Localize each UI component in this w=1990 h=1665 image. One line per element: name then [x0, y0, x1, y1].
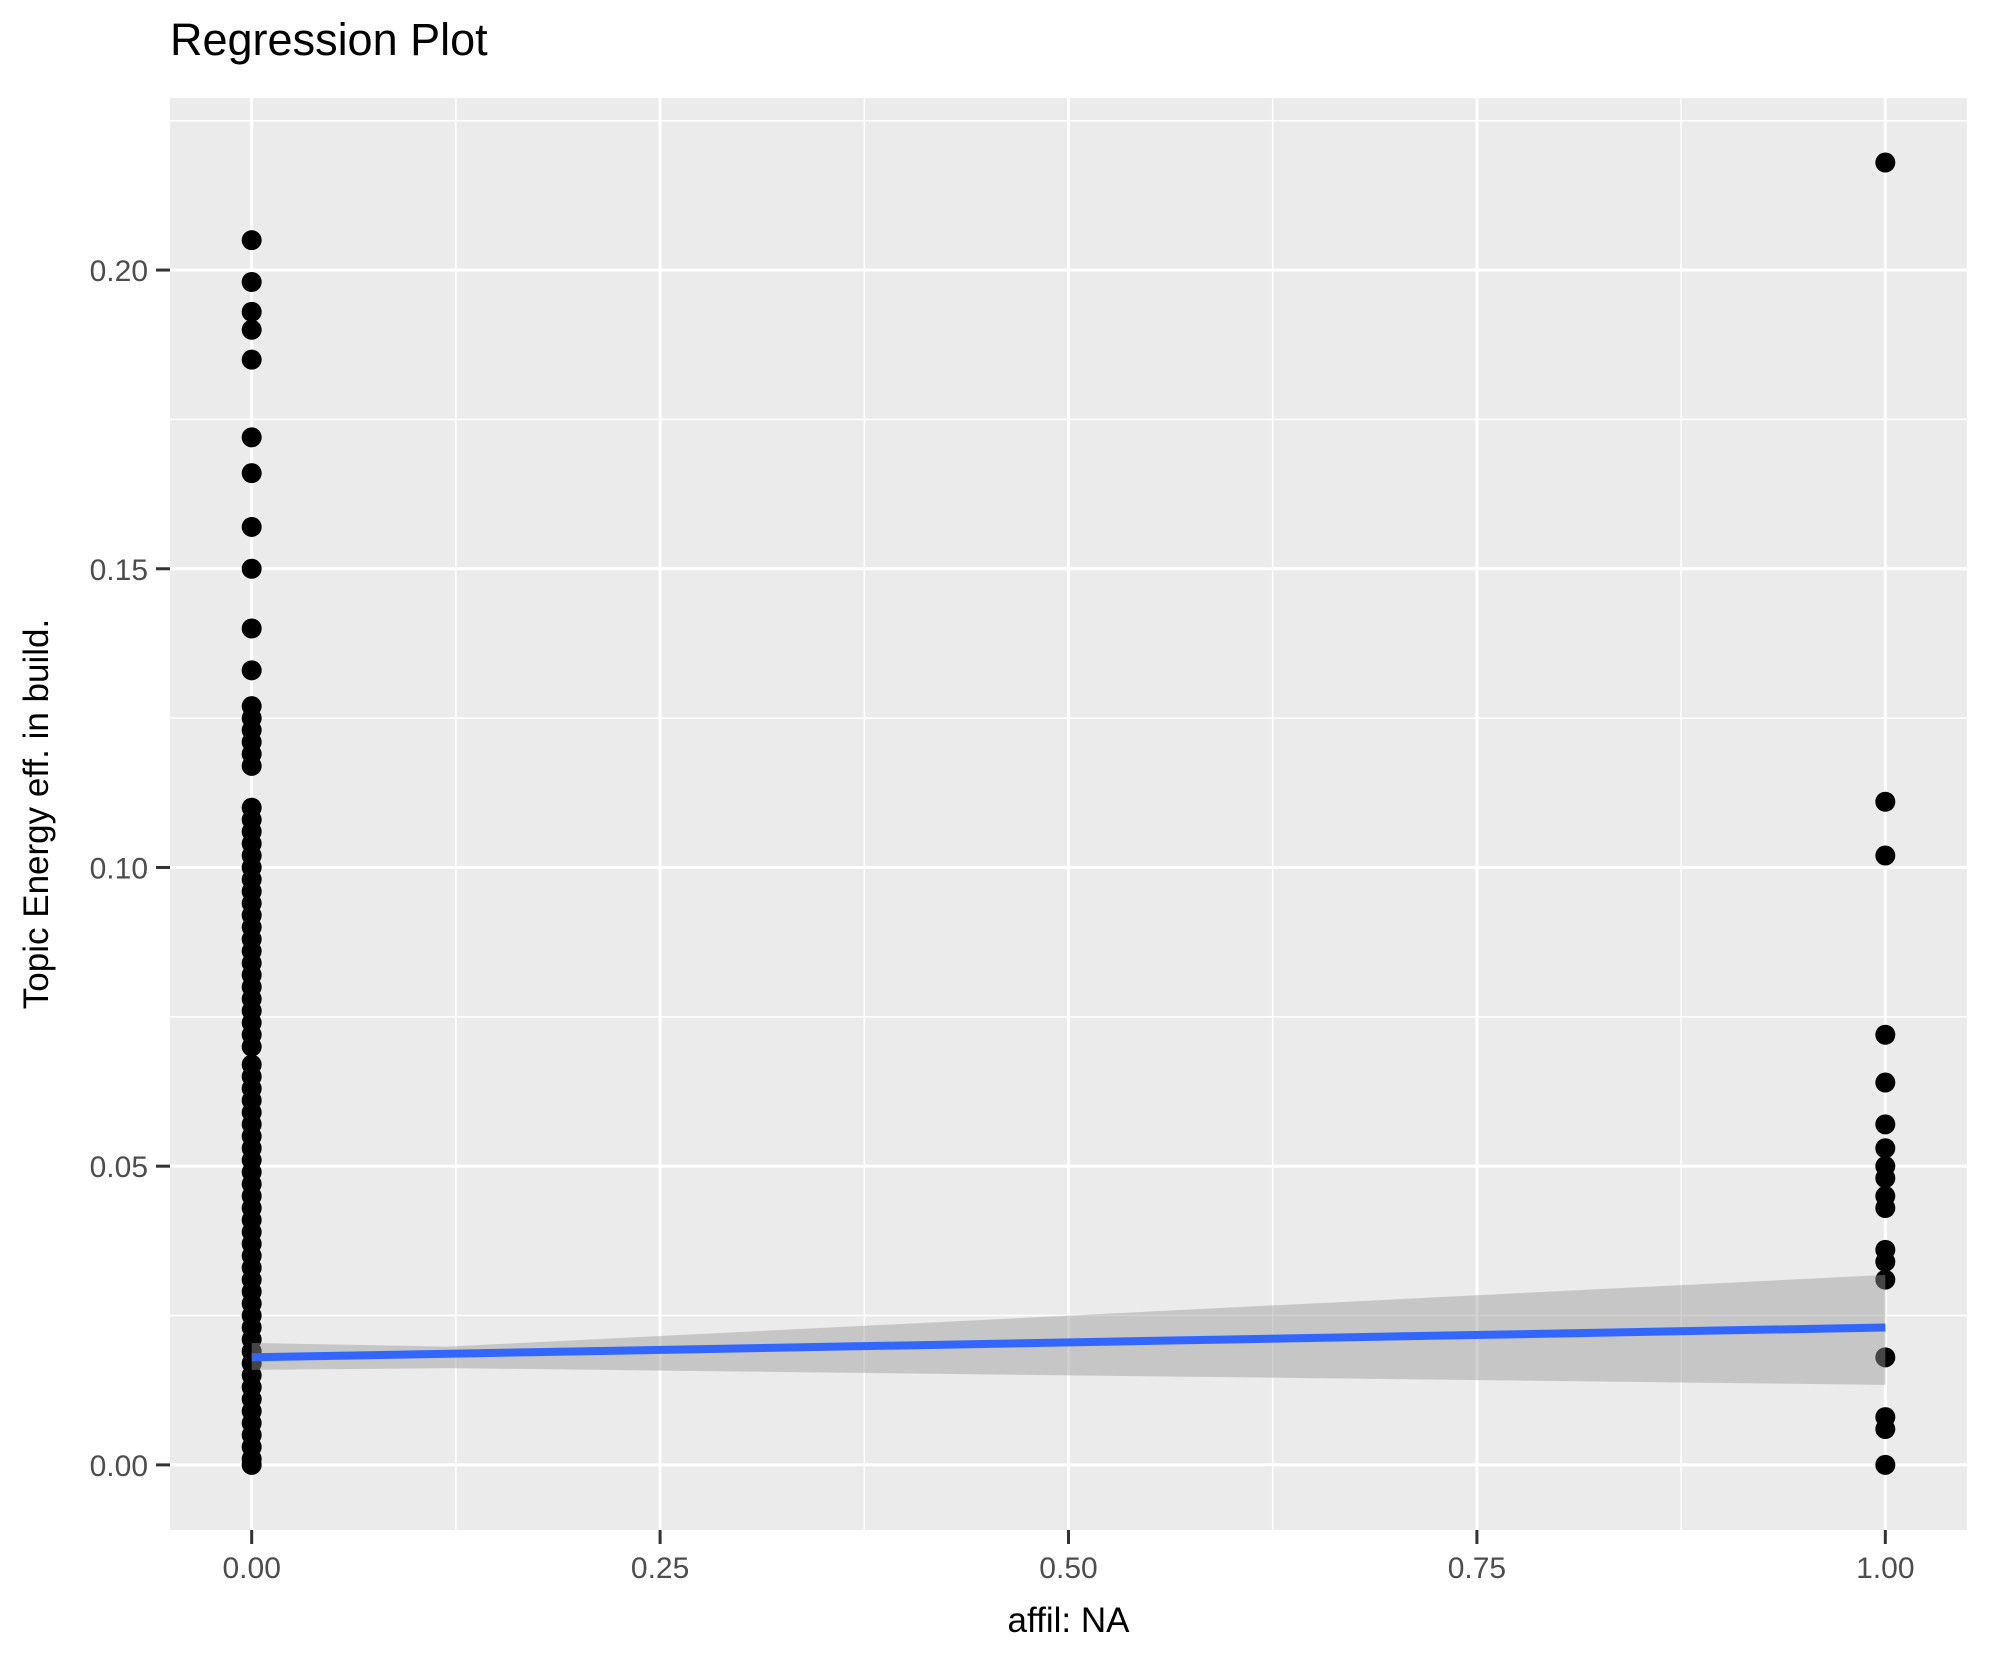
data-point	[241, 427, 262, 448]
confidence-band	[251, 1274, 1886, 1385]
data-point	[241, 301, 262, 322]
data-point	[241, 349, 262, 370]
data-point	[1875, 1269, 1896, 1290]
y-tick-label: 0.15	[90, 554, 148, 587]
y-axis-ticks: 0.00 0.05 0.10 0.15 0.20	[90, 255, 170, 1483]
data-point	[1875, 845, 1896, 866]
data-point	[1875, 1024, 1896, 1045]
data-point	[1875, 1114, 1896, 1135]
y-axis-title: Topic Energy eff. in build.	[17, 619, 56, 1009]
data-point	[1875, 791, 1896, 812]
x-axis-title: affil: NA	[1008, 1601, 1131, 1640]
chart-title: Regression Plot	[170, 14, 488, 65]
data-point	[1875, 1197, 1896, 1218]
data-point	[241, 1454, 262, 1475]
regression-line	[251, 1323, 1886, 1362]
x-tick-label: 0.50	[1039, 1552, 1097, 1585]
data-point	[241, 319, 262, 340]
y-tick-label: 0.10	[90, 852, 148, 885]
data-point	[1875, 1454, 1896, 1475]
x-tick-label: 1.00	[1856, 1552, 1914, 1585]
data-point	[241, 558, 262, 579]
x-axis-ticks: 0.00 0.25 0.50 0.75 1.00	[222, 1530, 1915, 1585]
data-point	[241, 516, 262, 537]
data-point	[1875, 1138, 1896, 1159]
data-point	[241, 463, 262, 484]
data-point	[1875, 1419, 1896, 1440]
data-point	[241, 660, 262, 681]
data-point	[241, 1036, 262, 1057]
data-point	[1875, 1168, 1896, 1189]
data-point	[1875, 1347, 1896, 1368]
data-point	[241, 618, 262, 639]
data-point	[241, 230, 262, 251]
y-tick-label: 0.05	[90, 1151, 148, 1184]
scatter-points	[241, 152, 1896, 1475]
y-tick-label: 0.20	[90, 255, 148, 288]
data-point	[1875, 1251, 1896, 1272]
x-tick-label: 0.00	[222, 1552, 280, 1585]
y-tick-label: 0.00	[90, 1450, 148, 1483]
data-point	[1875, 152, 1896, 173]
data-point	[241, 755, 262, 776]
data-point	[1875, 1072, 1896, 1093]
x-tick-label: 0.75	[1448, 1552, 1506, 1585]
data-point	[241, 272, 262, 293]
x-tick-label: 0.25	[631, 1552, 689, 1585]
